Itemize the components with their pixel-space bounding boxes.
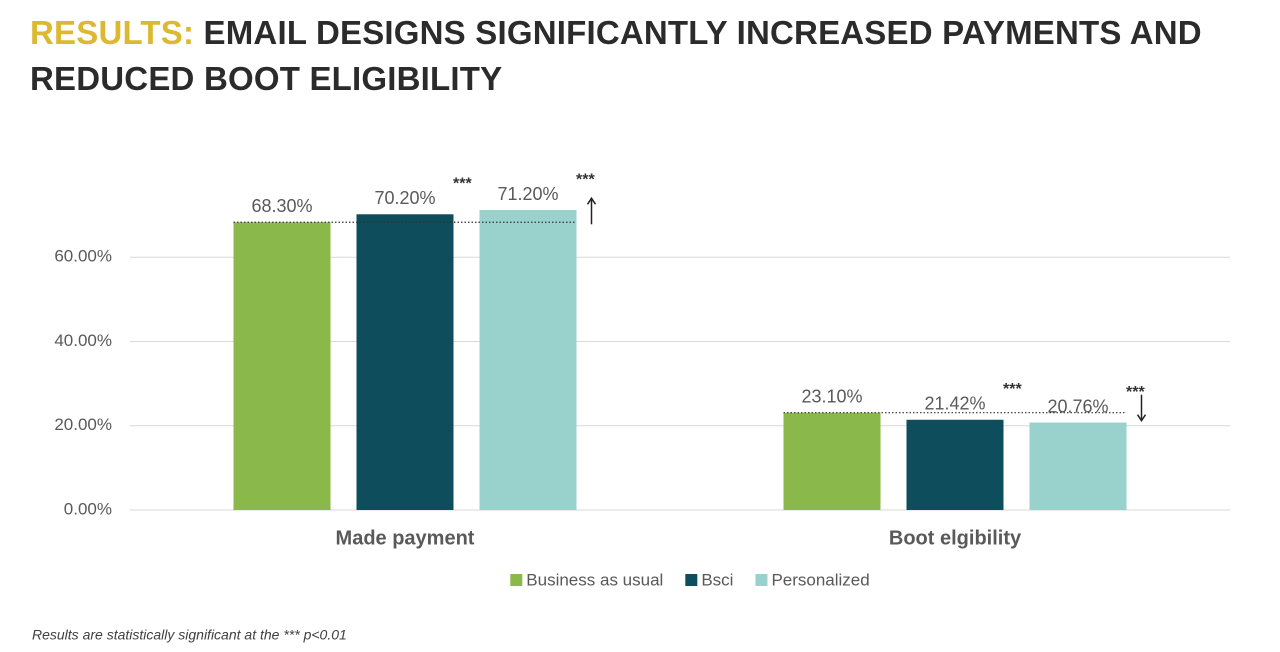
bar (906, 419, 1004, 510)
slide-title: RESULTS: EMAIL DESIGNS SIGNIFICANTLY INC… (30, 10, 1260, 102)
y-tick-label: 60.00% (54, 247, 112, 266)
legend-swatch (685, 574, 698, 586)
trend-arrowhead (586, 196, 597, 205)
value-label: 71.20% (497, 184, 558, 204)
y-tick-label: 0.00% (64, 499, 112, 518)
legend-label: Business as usual (526, 570, 663, 589)
footnote: Results are statistically significant at… (32, 627, 347, 643)
title-text: EMAIL DESIGNS SIGNIFICANTLY INCREASED PA… (30, 14, 1202, 97)
bar (233, 222, 331, 510)
value-label: 20.76% (1047, 396, 1108, 416)
legend-label: Personalized (771, 570, 869, 589)
y-tick-label: 20.00% (54, 415, 112, 434)
legend-swatch (755, 574, 768, 586)
significance-marker: *** (576, 171, 595, 188)
legend-label: Bsci (701, 570, 733, 589)
significance-marker: *** (453, 176, 472, 193)
value-label: 21.42% (924, 394, 985, 414)
bar (1029, 422, 1127, 510)
legend-swatch (510, 574, 523, 586)
bar (783, 412, 881, 510)
bar (356, 214, 454, 510)
value-label: 70.20% (374, 188, 435, 208)
significance-marker: *** (1126, 384, 1145, 401)
y-tick-label: 40.00% (54, 331, 112, 350)
x-tick-label: Boot elgibility (889, 527, 1022, 549)
bar (479, 210, 577, 510)
value-label: 68.30% (251, 196, 312, 216)
title-prefix: RESULTS: (30, 14, 195, 51)
trend-arrowhead (1136, 414, 1147, 423)
significance-marker: *** (1003, 381, 1022, 398)
value-label: 23.10% (801, 386, 862, 406)
x-tick-label: Made payment (336, 527, 475, 549)
